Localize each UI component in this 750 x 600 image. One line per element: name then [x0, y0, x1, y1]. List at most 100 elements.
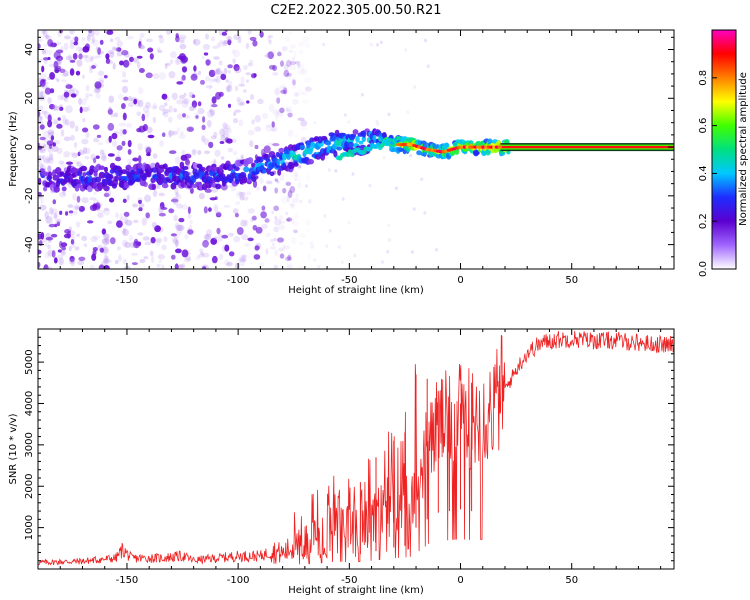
noise-point	[340, 260, 344, 265]
noise-point	[126, 194, 130, 201]
noise-point	[215, 68, 220, 73]
noise-point	[202, 43, 211, 51]
noise-point	[82, 147, 88, 155]
noise-point	[39, 148, 46, 154]
noise-point	[126, 35, 134, 40]
colorbar-tick-label: 0.8	[698, 70, 709, 86]
noise-point	[262, 112, 268, 120]
noise-point	[81, 138, 89, 145]
noise-point	[89, 264, 95, 269]
noise-point	[280, 253, 284, 257]
noise-point	[141, 113, 146, 122]
noise-point	[158, 104, 166, 112]
noise-point	[137, 232, 144, 236]
noise-point	[215, 75, 221, 84]
noise-point	[300, 127, 308, 131]
noise-point	[102, 246, 109, 255]
noise-point	[227, 147, 233, 153]
ridge-point	[211, 165, 218, 172]
noise-point	[150, 256, 155, 263]
noise-point	[279, 107, 285, 114]
noise-point	[369, 42, 373, 47]
noise-point	[183, 92, 187, 97]
noise-point	[334, 169, 338, 173]
noise-point	[179, 130, 184, 136]
x-tick-label: -150	[116, 275, 139, 286]
noise-point	[56, 147, 63, 155]
noise-point	[267, 142, 275, 146]
noise-point	[161, 244, 167, 251]
noise-point	[253, 73, 257, 78]
noise-point	[201, 135, 206, 143]
noise-point	[43, 144, 49, 148]
noise-point	[138, 41, 142, 49]
noise-point	[238, 34, 242, 39]
noise-point	[121, 49, 129, 56]
noise-point	[223, 39, 228, 44]
y-tick-label: -40	[24, 236, 35, 252]
noise-point	[56, 221, 61, 227]
ridge-point	[193, 171, 201, 180]
noise-point	[123, 96, 129, 101]
noise-point	[42, 47, 49, 56]
noise-point	[158, 36, 165, 44]
noise-point	[59, 161, 66, 169]
noise-point	[55, 41, 61, 46]
noise-point	[95, 46, 100, 52]
noise-point	[178, 217, 185, 223]
noise-point	[171, 254, 176, 260]
ridge-point	[150, 162, 157, 169]
noise-point	[175, 240, 180, 246]
noise-point	[126, 158, 133, 163]
noise-point	[115, 212, 119, 219]
ridge-point	[103, 185, 110, 192]
noise-point	[189, 224, 193, 231]
noise-point	[280, 84, 287, 88]
noise-point	[278, 224, 286, 231]
spectrogram-plot-area	[38, 30, 674, 269]
noise-point	[89, 204, 98, 211]
noise-point	[205, 85, 213, 89]
noise-point	[173, 234, 179, 239]
noise-point	[201, 242, 209, 247]
noise-point	[99, 149, 105, 155]
noise-point	[202, 116, 206, 123]
ridge-point	[372, 135, 377, 141]
x-tick-label: -150	[116, 575, 139, 586]
noise-point	[347, 120, 351, 124]
colorbar-tick-label: 0.2	[698, 213, 709, 229]
noise-point	[176, 81, 184, 85]
noise-point	[104, 237, 110, 244]
ridge-point	[320, 153, 326, 161]
noise-point	[251, 119, 255, 125]
noise-point	[423, 211, 427, 215]
noise-point	[310, 244, 315, 249]
noise-point	[239, 257, 247, 263]
ridge-point	[195, 181, 201, 186]
noise-point	[65, 119, 70, 126]
noise-point	[105, 58, 111, 64]
y-tick-label: 0	[24, 144, 35, 150]
noise-point	[128, 61, 132, 65]
noise-point	[195, 256, 201, 260]
noise-point	[158, 34, 163, 39]
noise-point	[117, 93, 124, 100]
noise-point	[201, 55, 205, 59]
noise-point	[322, 42, 326, 47]
noise-point	[47, 56, 51, 61]
noise-point	[317, 264, 321, 269]
ridge-point	[278, 147, 285, 154]
noise-point	[80, 98, 87, 105]
noise-point	[91, 253, 97, 261]
noise-point	[174, 263, 179, 269]
noise-point	[112, 46, 116, 51]
noise-point	[107, 49, 115, 55]
noise-point	[289, 202, 295, 207]
noise-point	[157, 47, 161, 52]
noise-point	[85, 131, 90, 139]
noise-point	[159, 71, 166, 80]
noise-point	[219, 39, 224, 45]
noise-point	[265, 179, 273, 184]
noise-point	[304, 228, 310, 232]
noise-point	[218, 60, 223, 66]
